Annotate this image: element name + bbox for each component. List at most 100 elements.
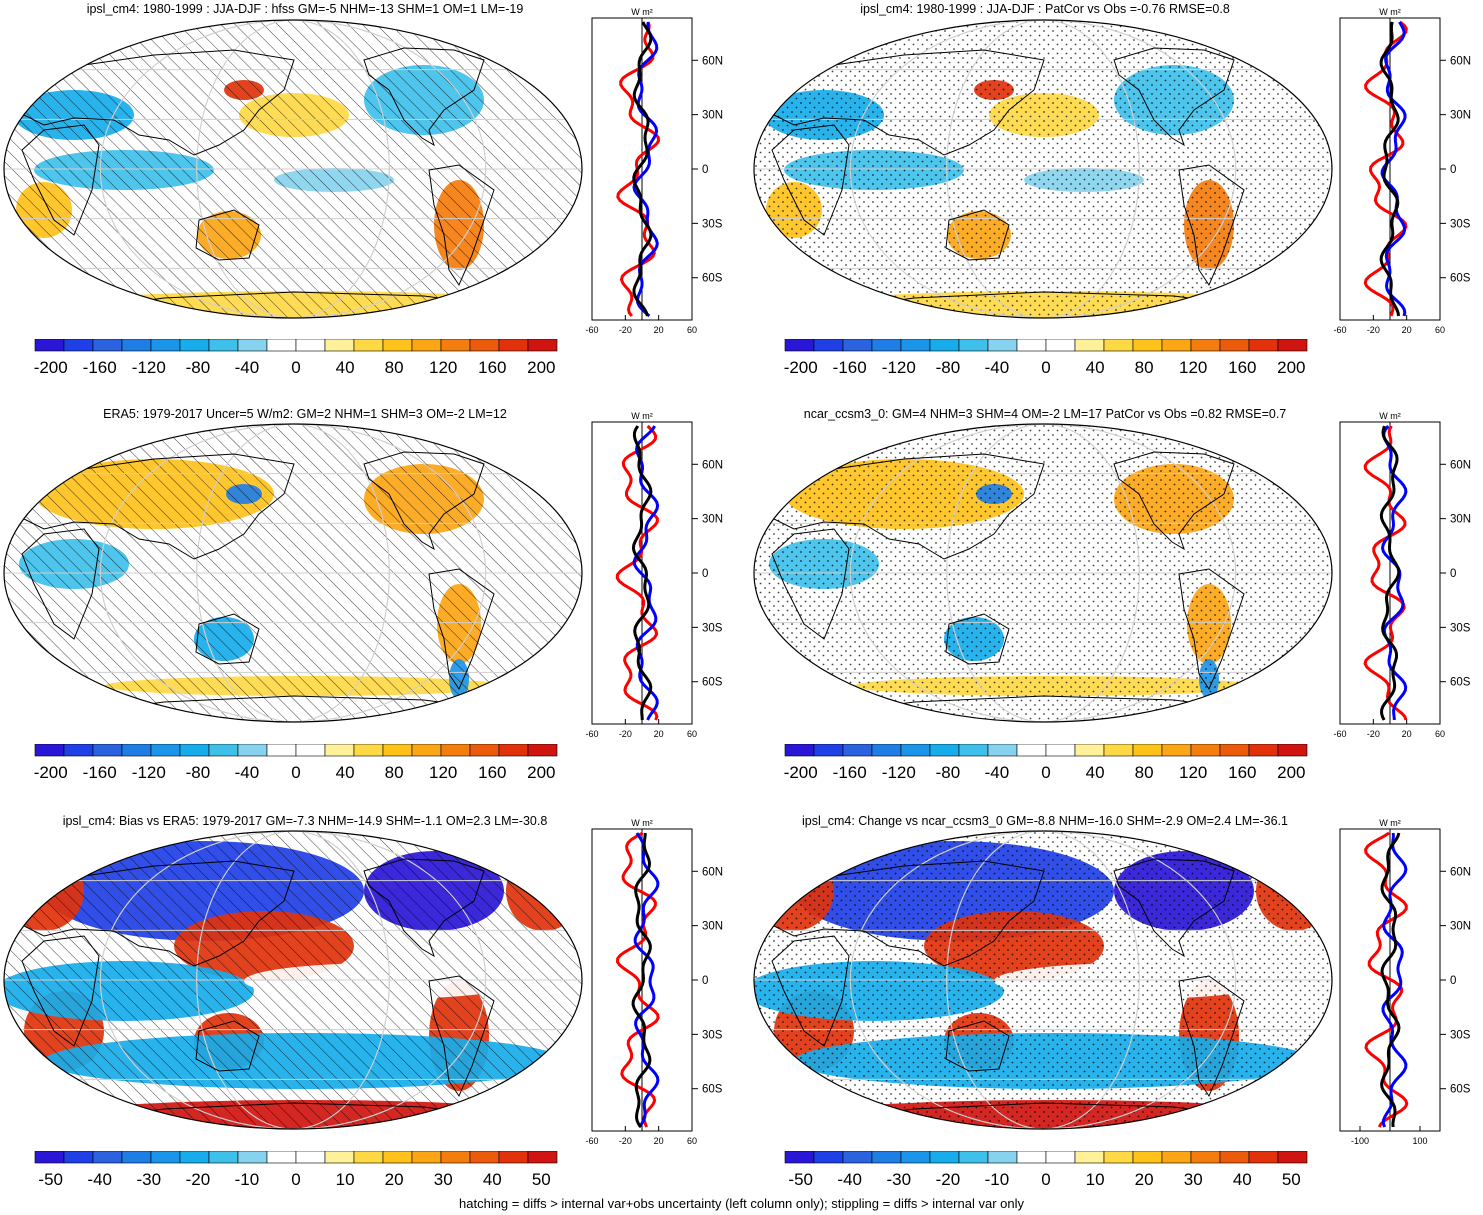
map-border [3,830,583,1130]
land-zonal-mean-line [615,424,659,721]
colorbar-swatch [1045,744,1076,757]
colorbar-tick-label: 50 [1282,1170,1301,1189]
colorbar-tick-label: -120 [132,358,166,377]
colorbar-swatch [295,744,326,757]
coastline-north-america [1113,858,1235,958]
colorbar-tick-label: -10 [985,1170,1010,1189]
colorbar-tick-label: -200 [34,763,68,782]
profile-x-tick-label: -20 [619,729,632,739]
coastline-australia [195,1020,260,1072]
latitude-tick-label: 60S [702,677,723,689]
colorbar-swatch [1248,744,1279,757]
map-border [753,19,1333,319]
colorbar-tick-label: 160 [1228,358,1256,377]
colorbar-tick-label: 80 [385,763,404,782]
colorbar-swatch [987,339,1018,352]
colorbar-swatch [92,744,123,757]
colorbar-swatch [353,1151,384,1164]
colorbar-swatch [1219,744,1250,757]
graticule-meridian [99,424,487,722]
colorbar-swatch [1248,1151,1279,1164]
coastline-eurasia [773,860,1045,967]
colorbar-swatch [929,744,960,757]
panel-title: ipsl_cm4: Change vs ncar_ccsm3_0 GM=-8.8… [802,814,1288,828]
profile-x-tick-label: 20 [654,1136,664,1146]
coastline-eurasia [23,860,295,967]
coastline-north-america [363,858,485,958]
colorbar-tick-label: 120 [1179,358,1207,377]
colorbar-swatch [1016,1151,1047,1164]
world-map [753,19,1333,319]
colorbar-swatch [871,1151,902,1164]
colorbar-swatch [237,339,268,352]
colorbar-tick-label: 200 [1277,763,1305,782]
colorbar-tick-label: 120 [429,763,457,782]
zonal-mean-profile: W m² 60N 30N 0 30S 60S -100 100 [1339,818,1471,1146]
colorbar-swatch [1161,339,1192,352]
latitude-tick-label: 0 [1450,164,1456,176]
zonal-mean-profile: W m² 60N 30N 0 30S 60S -60 -20 20 60 [1333,411,1471,739]
colorbar-tick-label: 40 [1086,763,1105,782]
colorbar-swatch [1074,1151,1105,1164]
world-map [3,423,583,723]
coastline-africa [21,124,100,236]
graticule-meridian [849,20,1237,318]
colorbar-swatch [1016,744,1047,757]
figure-footnote: hatching = diffs > internal var+obs unce… [459,1196,1024,1211]
colorbar-swatch [121,744,152,757]
profile-x-tick-label: -20 [1367,729,1380,739]
colorbar-swatch [498,744,529,757]
colorbar-swatch [121,1151,152,1164]
coastline-australia [945,209,1010,261]
colorbar-swatch [1103,744,1134,757]
colorbar-swatch [1132,339,1163,352]
colorbar-tick-label: 40 [483,1170,502,1189]
colorbar: -200 -160 -120 -80 -40 0 40 80 120 160 200 [784,339,1308,377]
world-map [753,830,1333,1130]
colorbar-swatch [237,744,268,757]
colorbar-tick-label: -40 [235,763,260,782]
colorbar-swatch [63,744,94,757]
coastline-australia [945,1020,1010,1072]
map-border [753,423,1333,723]
colorbar-swatch [34,744,65,757]
profile-x-tick-label: 60 [687,1136,697,1146]
colorbar-swatch [527,744,558,757]
colorbar-swatch [469,1151,500,1164]
latitude-tick-label: 60S [702,273,723,285]
coastline-north-america [363,451,485,551]
coastline-north-america [1113,451,1235,551]
colorbar-swatch [958,744,989,757]
profile-x-tick-label: 60 [687,325,697,335]
latitude-tick-label: 60N [1450,55,1471,67]
colorbar-tick-label: -120 [882,763,916,782]
colorbar-swatch [1016,339,1047,352]
latitude-tick-label: 30N [702,110,723,122]
latitude-tick-label: 60N [1450,459,1471,471]
world-map [753,423,1333,723]
land-zonal-mean-line [1363,425,1408,721]
colorbar-tick-label: 30 [1184,1170,1203,1189]
colorbar-tick-label: 200 [527,358,555,377]
total-zonal-mean-line [631,425,653,721]
panel-title: ERA5: 1979-2017 Uncer=5 W/m2: GM=2 NHM=1… [103,407,507,421]
colorbar-tick-label: -160 [833,763,867,782]
coastline-eurasia [23,453,295,560]
colorbar-swatch [1161,744,1192,757]
colorbar-tick-label: -200 [34,358,68,377]
colorbar-tick-label: 160 [478,358,506,377]
profile-units-label: W m² [631,818,653,828]
colorbar-swatch [295,1151,326,1164]
colorbar-tick-label: 40 [1086,358,1105,377]
colorbar-swatch [929,339,960,352]
profile-x-tick-label: -60 [585,1136,598,1146]
profile-x-tick-label: -60 [585,729,598,739]
colorbar-swatch [179,339,210,352]
colorbar-tick-label: 0 [291,358,300,377]
colorbar-swatch [987,744,1018,757]
colorbar-tick-label: 10 [336,1170,355,1189]
colorbar-tick-label: 40 [336,358,355,377]
colorbar-swatch [929,1151,960,1164]
profile-x-tick-label: -20 [1367,325,1380,335]
colorbar-swatch [527,1151,558,1164]
